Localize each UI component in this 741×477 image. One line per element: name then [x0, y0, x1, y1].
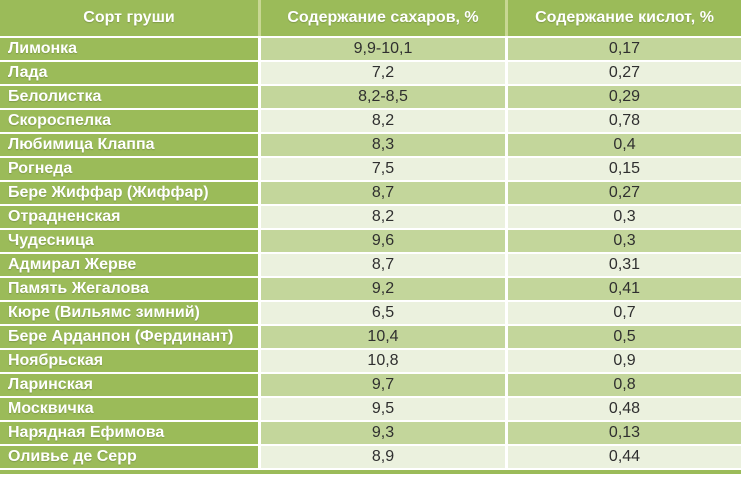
- variety-name: Память Жегалова: [0, 278, 258, 300]
- acid-value: 0,15: [508, 158, 741, 180]
- sugar-value: 9,7: [261, 374, 505, 396]
- acid-value: 0,48: [508, 398, 741, 420]
- acid-value: 0,27: [508, 62, 741, 84]
- sugar-value: 10,8: [261, 350, 505, 372]
- header-sugar-content: Содержание сахаров, %: [258, 0, 505, 36]
- acid-value: 0,44: [508, 446, 741, 468]
- sugar-value: 9,3: [261, 422, 505, 444]
- table-row: Скороспелка 8,2 0,78: [0, 110, 741, 132]
- variety-name: Отрадненская: [0, 206, 258, 228]
- variety-name: Нарядная Ефимова: [0, 422, 258, 444]
- variety-name: Бере Арданпон (Фердинант): [0, 326, 258, 348]
- variety-name: Белолистка: [0, 86, 258, 108]
- table-row: Память Жегалова 9,2 0,41: [0, 278, 741, 300]
- variety-name: Любимица Клаппа: [0, 134, 258, 156]
- table-header-row: Сорт груши Содержание сахаров, % Содержа…: [0, 0, 741, 36]
- sugar-value: 8,2: [261, 110, 505, 132]
- variety-name: Оливье де Серр: [0, 446, 258, 468]
- variety-name: Москвичка: [0, 398, 258, 420]
- acid-value: 0,7: [508, 302, 741, 324]
- sugar-value: 10,4: [261, 326, 505, 348]
- acid-value: 0,29: [508, 86, 741, 108]
- table-bottom-border: [0, 470, 741, 474]
- acid-value: 0,27: [508, 182, 741, 204]
- variety-name: Лада: [0, 62, 258, 84]
- acid-value: 0,4: [508, 134, 741, 156]
- acid-value: 0,8: [508, 374, 741, 396]
- table-row: Чудесница 9,6 0,3: [0, 230, 741, 252]
- table-row: Бере Жиффар (Жиффар) 8,7 0,27: [0, 182, 741, 204]
- header-acid-content: Содержание кислот, %: [505, 0, 741, 36]
- table-row: Ноябрьская 10,8 0,9: [0, 350, 741, 372]
- variety-name: Бере Жиффар (Жиффар): [0, 182, 258, 204]
- sugar-value: 7,2: [261, 62, 505, 84]
- acid-value: 0,31: [508, 254, 741, 276]
- variety-name: Лимонка: [0, 38, 258, 60]
- sugar-value: 8,9: [261, 446, 505, 468]
- sugar-value: 9,6: [261, 230, 505, 252]
- sugar-value: 8,7: [261, 182, 505, 204]
- acid-value: 0,17: [508, 38, 741, 60]
- sugar-value: 9,2: [261, 278, 505, 300]
- acid-value: 0,41: [508, 278, 741, 300]
- sugar-value: 9,5: [261, 398, 505, 420]
- table-row: Рогнеда 7,5 0,15: [0, 158, 741, 180]
- variety-name: Кюре (Вильямс зимний): [0, 302, 258, 324]
- acid-value: 0,3: [508, 206, 741, 228]
- sugar-value: 7,5: [261, 158, 505, 180]
- variety-name: Чудесница: [0, 230, 258, 252]
- acid-value: 0,5: [508, 326, 741, 348]
- table-row: Ларинская 9,7 0,8: [0, 374, 741, 396]
- table-row: Кюре (Вильямс зимний) 6,5 0,7: [0, 302, 741, 324]
- table-row: Оливье де Серр 8,9 0,44: [0, 446, 741, 468]
- acid-value: 0,78: [508, 110, 741, 132]
- table-row: Москвичка 9,5 0,48: [0, 398, 741, 420]
- table-row: Нарядная Ефимова 9,3 0,13: [0, 422, 741, 444]
- table-row: Отрадненская 8,2 0,3: [0, 206, 741, 228]
- table-row: Бере Арданпон (Фердинант) 10,4 0,5: [0, 326, 741, 348]
- table-row: Любимица Клаппа 8,3 0,4: [0, 134, 741, 156]
- table-row: Лада 7,2 0,27: [0, 62, 741, 84]
- variety-name: Рогнеда: [0, 158, 258, 180]
- variety-name: Ларинская: [0, 374, 258, 396]
- sugar-value: 8,7: [261, 254, 505, 276]
- table-row: Адмирал Жерве 8,7 0,31: [0, 254, 741, 276]
- acid-value: 0,13: [508, 422, 741, 444]
- sugar-value: 6,5: [261, 302, 505, 324]
- variety-name: Адмирал Жерве: [0, 254, 258, 276]
- header-variety: Сорт груши: [83, 9, 175, 26]
- table-row: Белолистка 8,2-8,5 0,29: [0, 86, 741, 108]
- sugar-value: 8,3: [261, 134, 505, 156]
- table-row: Лимонка 9,9-10,1 0,17: [0, 38, 741, 60]
- acid-value: 0,3: [508, 230, 741, 252]
- sugar-value: 9,9-10,1: [261, 38, 505, 60]
- sugar-value: 8,2: [261, 206, 505, 228]
- acid-value: 0,9: [508, 350, 741, 372]
- variety-name: Скороспелка: [0, 110, 258, 132]
- sugar-value: 8,2-8,5: [261, 86, 505, 108]
- variety-name: Ноябрьская: [0, 350, 258, 372]
